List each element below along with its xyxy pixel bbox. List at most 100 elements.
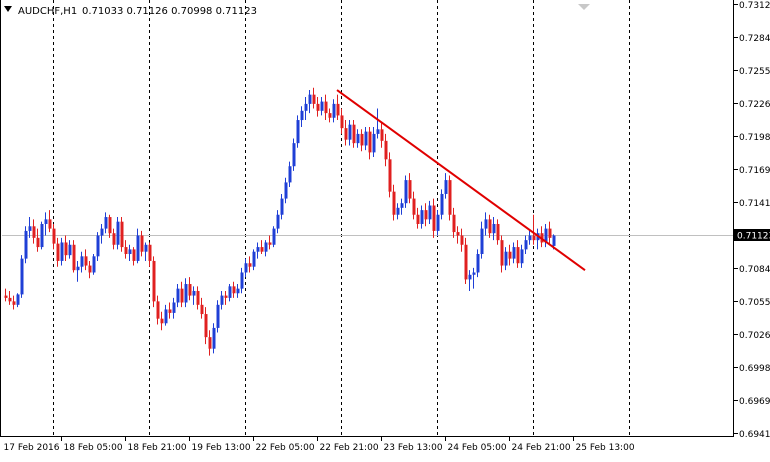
bull-candle — [320, 101, 324, 111]
bull-candle — [444, 180, 448, 194]
price-tick-label: 0.71695 — [739, 166, 770, 176]
bear-candle — [232, 286, 236, 294]
bull-candle — [20, 258, 24, 295]
bull-candle — [428, 205, 432, 220]
bull-candle — [16, 294, 20, 305]
bear-candle — [48, 219, 52, 229]
bull-candle — [28, 226, 32, 231]
time-tick-label: 23 Feb 13:00 — [384, 443, 443, 453]
bull-candle — [128, 249, 132, 255]
bull-candle — [308, 94, 312, 104]
shift-marker-icon[interactable] — [578, 4, 590, 10]
bull-candle — [80, 256, 84, 267]
trendline[interactable] — [336, 89, 586, 271]
bear-candle — [352, 124, 356, 144]
bear-candle — [316, 103, 320, 111]
candles — [4, 87, 556, 356]
bear-candle — [412, 198, 416, 215]
bear-candle — [324, 101, 328, 114]
bull-candle — [404, 180, 408, 204]
bear-candle — [380, 129, 384, 141]
bear-candle — [204, 314, 208, 338]
bull-candle — [212, 327, 216, 349]
bear-candle — [452, 214, 456, 233]
bear-candle — [460, 235, 464, 245]
bull-candle — [472, 272, 476, 275]
bull-candle — [372, 133, 376, 153]
bear-candle — [64, 242, 68, 256]
collapse-arrow-icon[interactable] — [4, 6, 12, 12]
bull-candle — [524, 240, 528, 250]
bull-candle — [176, 288, 180, 303]
bear-candle — [408, 180, 412, 199]
bull-candle — [400, 203, 404, 208]
bull-candle — [236, 288, 240, 294]
bull-candle — [476, 254, 480, 273]
bull-candle — [40, 223, 44, 248]
bull-candle — [440, 193, 444, 215]
bear-candle — [180, 288, 184, 303]
bull-candle — [332, 103, 336, 118]
bull-candle — [480, 228, 484, 255]
bear-candle — [432, 205, 436, 231]
bear-candle — [388, 159, 392, 192]
price-tick-label: 0.72265 — [739, 100, 770, 110]
bear-candle — [268, 242, 272, 245]
bull-candle — [484, 219, 488, 229]
time-tick-label: 25 Feb 13:00 — [576, 443, 635, 453]
bear-candle — [56, 243, 60, 261]
current-price-label: 0.71123 — [737, 232, 770, 242]
bear-candle — [384, 140, 388, 160]
bull-candle — [276, 214, 280, 229]
bull-candle — [504, 251, 508, 266]
bull-candle — [284, 182, 288, 199]
time-tick-label: 17 Feb 2016 — [4, 443, 60, 453]
bull-candle — [76, 266, 80, 271]
bear-candle — [36, 237, 40, 248]
time-tick-label: 24 Feb 21:00 — [512, 443, 571, 453]
bull-candle — [100, 228, 104, 236]
bull-candle — [528, 235, 532, 241]
bear-candle — [152, 260, 156, 302]
time-tick-label: 24 Feb 05:00 — [448, 443, 507, 453]
bull-candle — [216, 304, 220, 328]
time-tick-label: 19 Feb 13:00 — [192, 443, 251, 453]
bull-candle — [520, 249, 524, 264]
bear-candle — [108, 217, 112, 234]
bear-candle — [8, 297, 12, 302]
bear-candle — [260, 247, 264, 252]
bear-candle — [160, 318, 164, 324]
bear-candle — [32, 226, 36, 238]
bear-candle — [508, 251, 512, 259]
bear-candle — [340, 115, 344, 129]
bull-candle — [376, 129, 380, 134]
bear-candle — [328, 113, 332, 118]
chart-symbol: AUDCHF,H1 — [18, 6, 77, 17]
bull-candle — [300, 110, 304, 121]
bear-candle — [312, 94, 316, 104]
bull-candle — [296, 120, 300, 144]
bear-candle — [248, 263, 252, 267]
price-tick-label: 0.70265 — [739, 331, 770, 341]
bull-candle — [264, 242, 268, 252]
bear-candle — [140, 235, 144, 252]
bear-candle — [4, 295, 8, 298]
bull-candle — [288, 166, 292, 183]
bear-candle — [88, 265, 92, 273]
bull-candle — [436, 214, 440, 231]
bull-candle — [96, 235, 100, 257]
bull-candle — [68, 244, 72, 256]
bull-candle — [512, 247, 516, 259]
bull-candle — [252, 251, 256, 267]
bull-candle — [348, 124, 352, 140]
bull-candle — [468, 274, 472, 280]
